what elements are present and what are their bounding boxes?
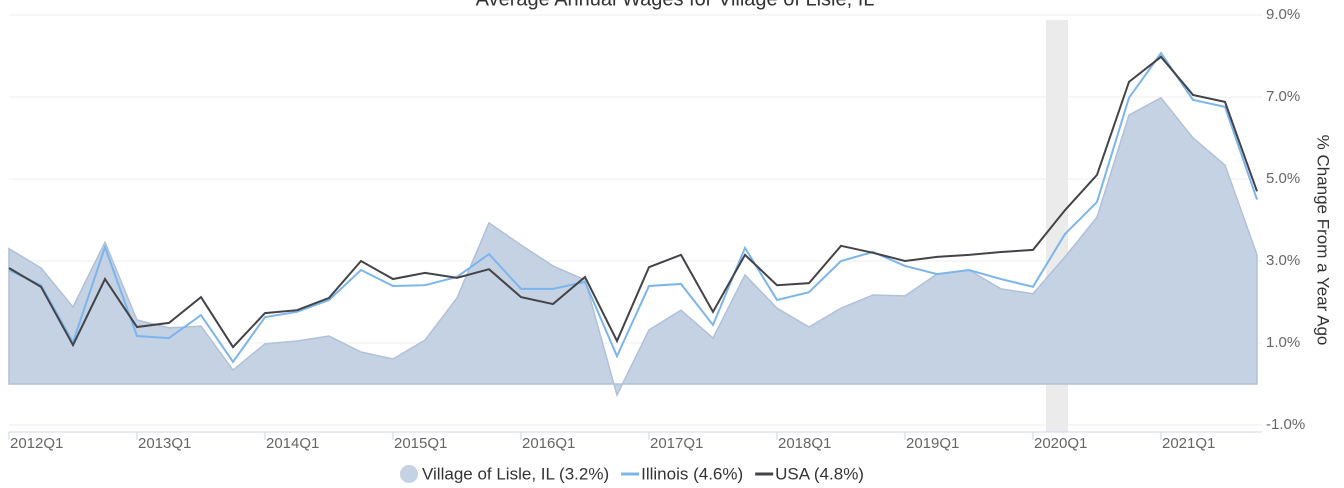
line <box>8 55 1258 349</box>
legend-label: USA (4.8%) <box>775 464 864 483</box>
chart-title: Average Annual Wages for Village of Lisl… <box>476 0 875 10</box>
x-tick-label: 2021Q1 <box>1162 435 1215 452</box>
x-tick-label: 2020Q1 <box>1034 435 1087 452</box>
y-tick-label: -1.0% <box>1266 416 1305 433</box>
x-tick-label: 2014Q1 <box>266 435 319 452</box>
x-tick-label: 2017Q1 <box>650 435 703 452</box>
legend-label: Illinois (4.6%) <box>641 464 743 483</box>
x-tick-label: 2018Q1 <box>778 435 831 452</box>
y-tick-label: 5.0% <box>1266 170 1300 187</box>
legend-symbol <box>400 465 418 483</box>
x-tick-label: 2013Q1 <box>138 435 191 452</box>
x-tick-label: 2019Q1 <box>906 435 959 452</box>
y-tick-label: 7.0% <box>1266 88 1300 105</box>
y-axis-label: % Change From a Year Ago <box>1314 135 1333 346</box>
legend-label: Village of Lisle, IL (3.2%) <box>422 464 609 483</box>
x-tick-label: 2016Q1 <box>522 435 575 452</box>
y-tick-label: 9.0% <box>1266 6 1300 23</box>
line <box>8 51 1258 364</box>
y-tick-label: 3.0% <box>1266 252 1300 269</box>
area <box>8 96 1258 398</box>
x-tick-label: 2012Q1 <box>10 435 63 452</box>
legend: Village of Lisle, IL (3.2%) Illinois (4.6… <box>400 464 864 483</box>
y-tick-label: 1.0% <box>1266 334 1300 351</box>
x-tick-label: 2015Q1 <box>394 435 447 452</box>
